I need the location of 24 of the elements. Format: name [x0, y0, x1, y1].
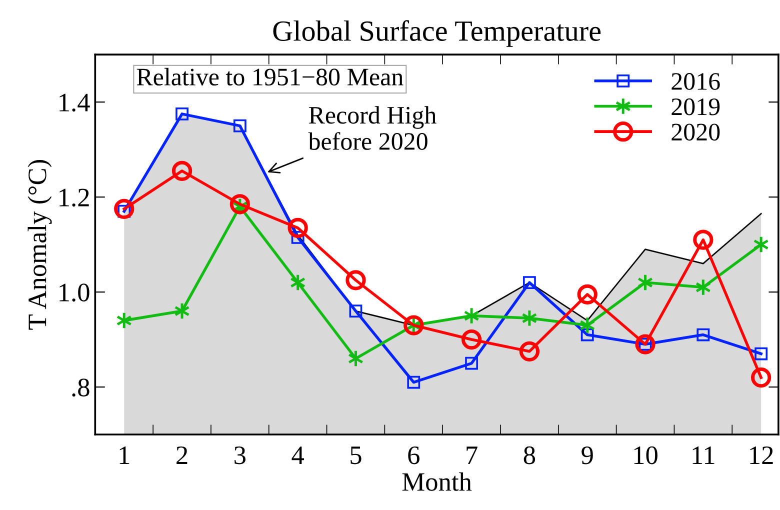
chart-title: Global Surface Temperature	[273, 20, 601, 47]
y-axis-title: T Anomaly (°C)	[28, 160, 52, 330]
x-tick-label: 8	[524, 446, 536, 464]
x-tick-label: 12	[750, 446, 773, 464]
x-tick-label: 4	[292, 446, 304, 464]
x-tick-label: 3	[234, 446, 246, 464]
x-axis-title: Month	[402, 472, 472, 491]
x-tick-label: 1	[120, 446, 130, 464]
y-tick-label: 1.0	[60, 284, 90, 302]
x-tick-label: 7	[466, 446, 478, 464]
annotation: Relative to 1951−80 Mean	[136, 68, 404, 86]
legend-label: 2016	[672, 73, 720, 90]
y-tick-label: 1.4	[60, 94, 90, 112]
y-tick-label: .8	[72, 378, 90, 397]
x-tick-label: 2	[176, 446, 188, 464]
y-tick-label: 1.2	[60, 188, 89, 207]
x-tick-label: 5	[350, 446, 362, 464]
annotation: Record High before 2020	[308, 106, 436, 150]
x-tick-label: 9	[582, 446, 593, 464]
x-tick-label: 11	[692, 446, 714, 464]
legend-label: 2019	[672, 98, 720, 116]
legend-label: 2020	[672, 124, 720, 141]
x-tick-label: 6	[408, 446, 420, 464]
x-tick-label: 10	[634, 446, 658, 464]
